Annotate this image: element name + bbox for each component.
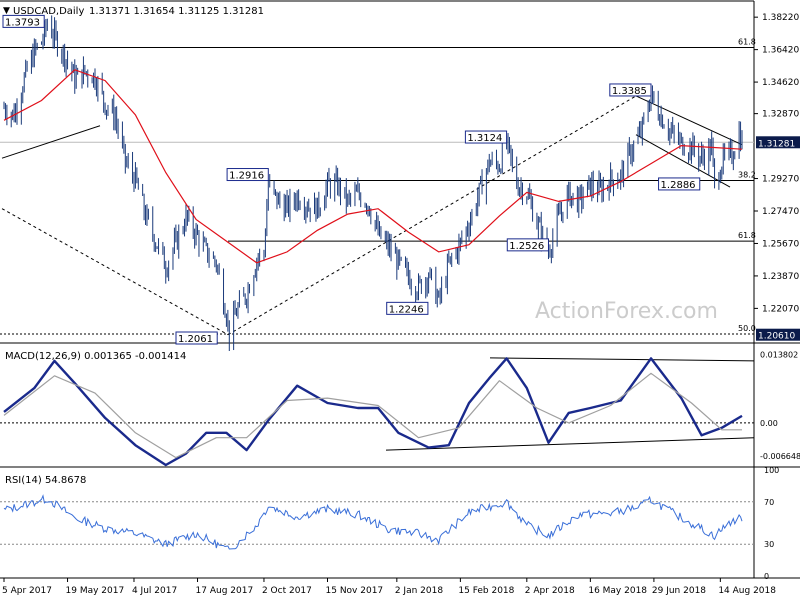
swing-label: 1.2886 [658, 177, 701, 191]
macd-title: MACD(12,26,9) 0.001365 -0.001414 [5, 351, 186, 362]
axis-labels: 1.38220 1.36420 1.34620 1.32870 1.31281 1.292… [2, 13, 800, 596]
x-axis-label: 4 Jul 2017 [132, 586, 177, 596]
swing-label-text: 1.2246 [389, 304, 424, 315]
rsi-pane [0, 494, 754, 550]
trendline-early [1, 125, 101, 159]
x-axis-label: 14 Aug 2018 [718, 586, 776, 596]
watermark: ActionForex.com [535, 299, 718, 324]
chart-symbol: USDCAD,Daily [13, 6, 84, 17]
swing-label-text: 1.2061 [178, 334, 213, 345]
price-axis-label: 1.34620 [762, 78, 799, 88]
swing-label: 1.2061 [175, 331, 218, 345]
chart-ohlc: 1.31371 1.31654 1.31125 1.31281 [89, 6, 264, 17]
swing-label-text: 1.2526 [509, 241, 544, 252]
price-axis-label: 1.23870 [762, 272, 799, 282]
fib-label: 61.8 [738, 231, 756, 240]
rsi-axis-label: 100 [764, 466, 779, 475]
channel-upper [635, 95, 743, 146]
macd-trendline-upper [489, 357, 755, 362]
rsi-axis-label: 30 [764, 540, 774, 549]
macd-axis-label: 0.013802 [760, 350, 798, 359]
x-axis-label: 15 Nov 2017 [326, 586, 384, 596]
swing-label-text: 1.3793 [5, 17, 40, 28]
trendline-dashed-down [1, 208, 229, 336]
rsi-axis-label: 0 [764, 572, 769, 581]
swing-label-box [175, 331, 218, 345]
x-axis-label: 16 May 2018 [588, 586, 647, 596]
macd-axis-label: -0.006648 [760, 452, 800, 461]
price-axis-label: 1.32870 [762, 110, 799, 120]
swing-label-box [609, 83, 652, 97]
fib-label: 38.2 [738, 171, 756, 180]
macd-trendline-lower [385, 437, 755, 451]
fib-label: 50.0 [738, 324, 756, 333]
swing-label-box [226, 168, 269, 182]
swing-label-box [386, 301, 429, 315]
moving-average-line [3, 69, 743, 264]
price-axis-label: 1.20610 [758, 332, 795, 342]
x-axis-label: 5 Apr 2017 [2, 586, 52, 596]
signal-line [3, 372, 742, 459]
price-axis-label: 1.31281 [758, 139, 795, 149]
fib-label: 61.8 [738, 37, 756, 46]
price-axis-label: 1.29270 [762, 175, 799, 185]
header-dropdown-icon[interactable]: ▼ [3, 6, 10, 16]
x-axis-label: 15 Feb 2018 [458, 586, 514, 596]
swing-label: 1.3124 [464, 130, 508, 144]
x-axis-label: 17 Aug 2017 [196, 586, 254, 596]
macd-pane [0, 357, 755, 467]
swing-label: 1.3793 [2, 14, 45, 28]
swing-label: 1.2246 [386, 301, 429, 315]
rsi-title: RSI(14) 54.8678 [5, 475, 86, 486]
macd-axis-label: 0.00 [760, 419, 778, 428]
current-price-tag [756, 136, 800, 149]
swing-label-box [506, 238, 549, 252]
swing-label: 1.3385 [609, 83, 652, 97]
x-axis-label: 2 Oct 2017 [262, 586, 312, 596]
swing-label-text: 1.2916 [229, 171, 264, 182]
swing-label: 1.2526 [506, 238, 549, 252]
price-axis-label: 1.38220 [762, 13, 799, 23]
low-price-tag [756, 328, 800, 341]
price-pane: 61.8 38.2 61.8 50.0 1.3793 1.2061 1.2916 1.2246… [0, 14, 756, 352]
rsi-axis-label: 70 [764, 498, 774, 507]
swing-label-box [658, 177, 701, 191]
rsi-line [3, 494, 743, 550]
swing-label-text: 1.3385 [612, 86, 647, 97]
x-axis-label: 2 Apr 2018 [525, 586, 575, 596]
price-axis-label: 1.25670 [762, 239, 799, 249]
candles [3, 15, 743, 352]
price-axis-label: 1.22070 [762, 304, 799, 314]
x-axis-label: 19 May 2017 [66, 586, 125, 596]
swing-label-box [464, 130, 508, 144]
price-axis-label: 1.27470 [762, 207, 799, 217]
swing-label: 1.2916 [226, 168, 269, 182]
swing-label-box [2, 14, 45, 28]
x-axis-label: 29 Jun 2018 [652, 586, 706, 596]
swing-label-text: 1.2886 [661, 180, 696, 191]
trendline-dashed-up [227, 95, 637, 336]
swing-label-text: 1.3124 [467, 133, 502, 144]
price-axis-label: 1.36420 [762, 46, 799, 56]
x-axis-label: 2 Jan 2018 [395, 586, 443, 596]
